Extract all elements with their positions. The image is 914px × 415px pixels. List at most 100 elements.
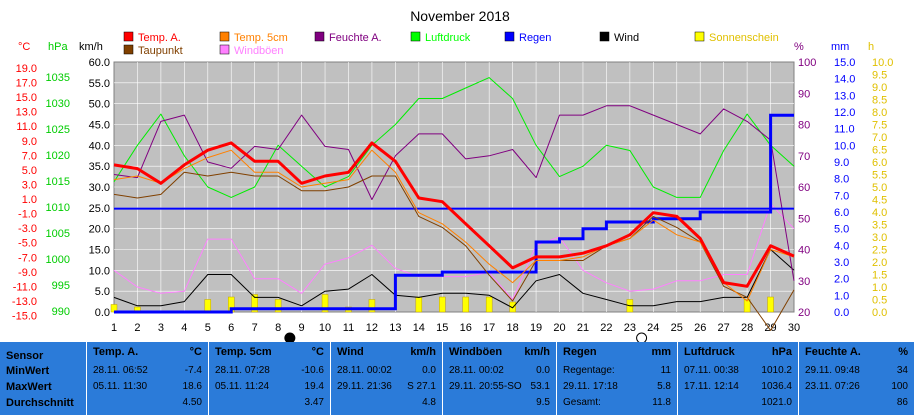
tick-label-temp: 13.0 (16, 107, 37, 119)
legend-swatch (599, 31, 610, 42)
tick-label-wind: 0.0 (95, 307, 110, 319)
tick-label-day: 5 (205, 322, 211, 334)
stats-avg-row: 9.5 (449, 397, 550, 411)
tick-label-sun: 6.0 (872, 157, 887, 169)
tick-label-temp: 9.0 (22, 136, 37, 148)
tick-label-pressure: 1035 (46, 72, 70, 84)
tick-label-rain: 15.0 (834, 57, 855, 69)
stats-max-time: 29.11. 17:18 (563, 381, 618, 392)
tick-label-sun: 4.5 (872, 195, 887, 207)
stats-avg-value: 1021.0 (761, 397, 792, 408)
stats-unit: °C (311, 346, 324, 358)
stats-min-row: 07.11. 00:38 1010.2 (684, 365, 792, 379)
legend-label: Windböen (234, 45, 284, 57)
stats-min-value: 11 (660, 365, 671, 376)
stats-unit: °C (189, 346, 202, 358)
stats-column-header: Temp. A. °C (93, 346, 202, 358)
stats-max-row: 17.11. 12:14 1036.4 (684, 381, 792, 395)
tick-label-pressure: 1015 (46, 176, 70, 188)
tick-label-day: 25 (671, 322, 683, 334)
tick-label-sun: 1.0 (872, 282, 887, 294)
stats-unit: km/h (524, 346, 550, 358)
stats-min-value: -7.4 (184, 365, 202, 376)
tick-label-sun: 9.5 (872, 70, 887, 82)
tick-label-pressure: 1000 (46, 254, 70, 266)
stats-column-header: Regen mm (563, 346, 671, 358)
stats-sensor-name: Luftdruck (684, 346, 735, 358)
tick-label-rain: 6.0 (834, 207, 849, 219)
stats-min-row: Regentage: 11 (563, 365, 671, 379)
stats-min-value: 34 (896, 365, 908, 376)
stats-column: Wind km/h 28.11. 00:02 0.0 29.11. 21:36 S 27.… (330, 342, 442, 415)
axis-unit-humidity: % (794, 41, 804, 53)
stats-max-value: 18.6 (182, 381, 202, 392)
tick-label-sun: 3.0 (872, 232, 887, 244)
legend-swatch (314, 31, 325, 42)
stats-min-value: 0.0 (422, 365, 436, 376)
tick-label-temp: 19.0 (16, 63, 37, 75)
stats-max-time: 23.11. 07:26 (805, 381, 860, 392)
tick-label-wind: 30.0 (89, 182, 110, 194)
legend-swatch (219, 31, 230, 42)
tick-label-wind: 40.0 (89, 140, 110, 152)
sun-bar (321, 294, 329, 313)
tick-label-pressure: 1020 (46, 150, 70, 162)
tick-label-pressure: 1010 (46, 202, 70, 214)
stats-max-time: 05.11. 11:24 (215, 381, 270, 392)
legend-label: Regen (519, 32, 551, 44)
stats-unit: hPa (771, 346, 792, 358)
tick-label-day: 8 (275, 322, 281, 334)
stats-min-time: 28.11. 00:02 (449, 365, 504, 376)
stats-avg-row: 4.8 (337, 397, 436, 411)
stats-min-time: Regentage: (563, 365, 615, 376)
tick-label-temp: -11.0 (13, 281, 37, 293)
tick-label-temp: -3.0 (18, 223, 37, 235)
tick-label-sun: 4.0 (872, 207, 887, 219)
stats-max-time: 29.11. 21:36 (337, 381, 392, 392)
stats-max-value: 19.4 (304, 381, 324, 392)
stats-avg-value: 86 (896, 397, 908, 408)
stats-max-row: 23.11. 07:26 100 (805, 381, 908, 395)
tick-label-rain: 1.0 (834, 290, 849, 302)
tick-label-temp: -1.0 (18, 209, 37, 221)
tick-label-day: 6 (228, 322, 234, 334)
tick-label-day: 26 (694, 322, 706, 334)
chart-title: November 2018 (410, 8, 510, 24)
tick-label-rain: 7.0 (834, 190, 849, 202)
stats-min-value: -10.6 (301, 365, 324, 376)
legend-label: Feuchte A. (329, 32, 382, 44)
tick-label-humidity: 50 (798, 213, 810, 225)
axis-unit-rain: mm (831, 41, 849, 53)
tick-label-rain: 0.0 (834, 307, 849, 319)
tick-label-day: 24 (647, 322, 659, 334)
sun-bar (274, 299, 282, 313)
tick-label-sun: 3.5 (872, 220, 887, 232)
stats-sensor-name: Regen (563, 346, 597, 358)
row-label-min: MinWert (6, 365, 50, 377)
tick-label-temp: 3.0 (22, 179, 37, 191)
tick-label-day: 23 (624, 322, 636, 334)
stats-max-row: 05.11. 11:24 19.4 (215, 381, 324, 395)
tick-label-humidity: 70 (798, 151, 810, 163)
sun-bar (368, 299, 376, 313)
tick-label-humidity: 80 (798, 120, 810, 132)
tick-label-sun: 1.5 (872, 270, 887, 282)
tick-label-wind: 20.0 (89, 224, 110, 236)
stats-max-value: 5.8 (657, 381, 671, 392)
tick-label-day: 12 (366, 322, 378, 334)
tick-label-temp: 7.0 (22, 150, 37, 162)
tick-label-pressure: 1030 (46, 98, 70, 110)
tick-label-day: 4 (181, 322, 187, 334)
tick-label-day: 7 (252, 322, 258, 334)
axis-unit-temp: °C (18, 41, 30, 53)
series-luftdruck (113, 77, 795, 198)
sun-bar (485, 296, 493, 313)
tick-label-sun: 2.0 (872, 257, 887, 269)
tick-label-rain: 11.0 (834, 124, 855, 136)
tick-label-rain: 4.0 (834, 240, 849, 252)
sun-bar (204, 299, 212, 313)
stats-max-value: 1036.4 (761, 381, 792, 392)
tick-label-temp: -13.0 (12, 296, 37, 308)
tick-label-day: 17 (483, 322, 495, 334)
stats-max-value: 53.1 (530, 381, 550, 392)
